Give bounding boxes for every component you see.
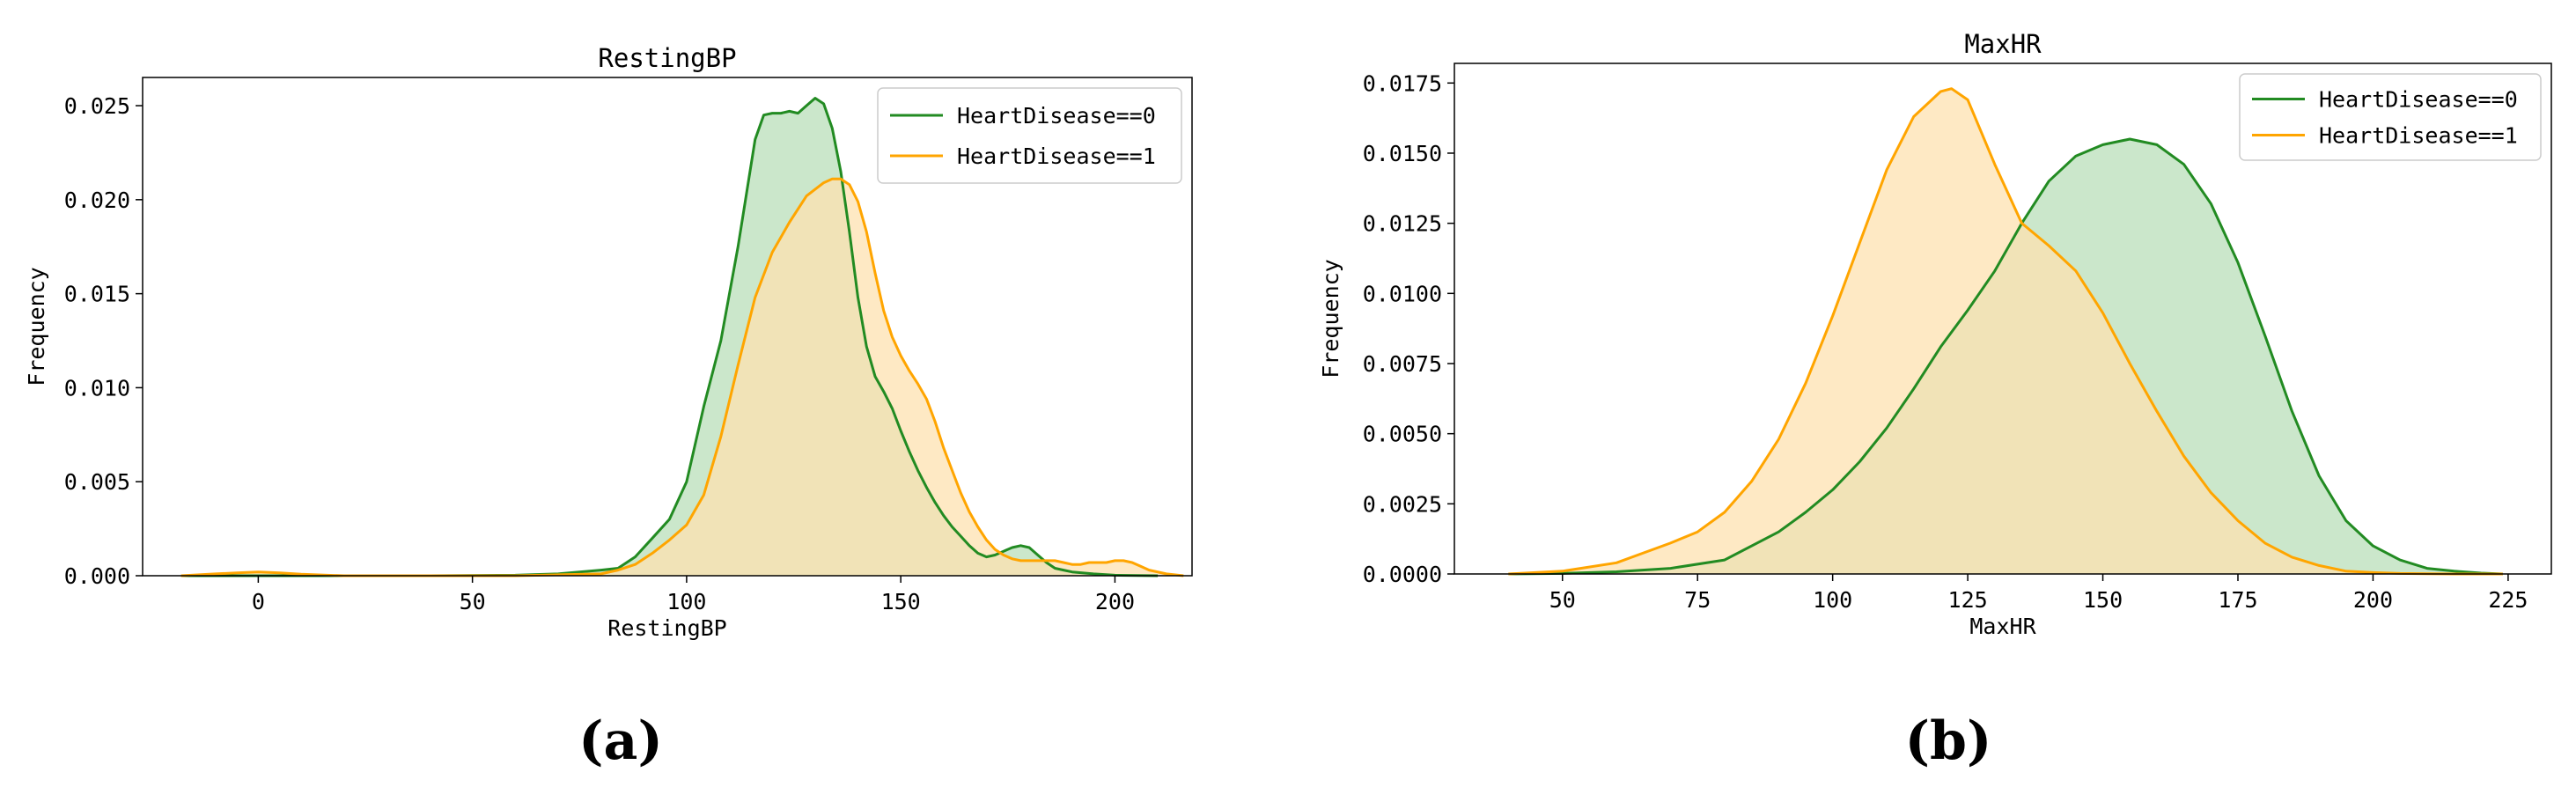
chart-1-y-tick-label: 0.0075: [1363, 351, 1442, 377]
chart-1-x-axis-label: MaxHR: [1969, 614, 2036, 639]
chart-0-x-tick-label: 50: [460, 589, 486, 614]
chart-1-x-tick-label: 200: [2353, 587, 2393, 613]
chart-1-x-tick-label: 50: [1549, 587, 1576, 613]
chart-0-panel-label: (a): [578, 710, 663, 772]
chart-1-y-tick-label: 0.0025: [1363, 491, 1442, 517]
chart-1-legend-label-1: HeartDisease==1: [2319, 123, 2518, 149]
chart-0-x-tick-label: 0: [252, 589, 265, 614]
chart-0-y-tick-label: 0.010: [64, 375, 130, 401]
chart-0-y-axis-label: Frequency: [24, 267, 49, 386]
chart-restingbp: 0 50 100 150 200 0.000 0.005 0.010 0.015 0.020 0.0…: [24, 43, 1193, 772]
chart-1-series-1-line: [1508, 87, 2503, 576]
chart-1-series-0-line: [1508, 137, 2503, 576]
chart-1-x-tick-label: 75: [1684, 587, 1711, 613]
chart-0-axes-frame: [142, 77, 1193, 577]
chart-1-legend-label-0: HeartDisease==0: [2319, 87, 2518, 113]
chart-0-legend-box: [877, 87, 1182, 184]
chart-0-series-1-line: [180, 177, 1184, 577]
chart-1-x-tick-label: 150: [2083, 587, 2123, 613]
chart-0-y-tick-label: 0.000: [64, 563, 130, 589]
chart-1-y-tick-label: 0.0175: [1363, 70, 1442, 96]
chart-1-axes-frame: [1454, 63, 2552, 575]
chart-1-y-tick-label: 0.0050: [1363, 422, 1442, 447]
chart-1-x-tick-label: 125: [1948, 587, 1988, 613]
chart-1-y-tick-label: 0.0125: [1363, 211, 1442, 237]
chart-0-x-tick-label: 100: [666, 589, 706, 614]
chart-1-x-tick-label: 225: [2488, 587, 2528, 613]
chart-1-y-tick-label: 0.0150: [1363, 141, 1442, 166]
chart-0-title: RestingBP: [598, 43, 736, 73]
chart-0-series-0-line: [180, 97, 1159, 577]
chart-1-y-axis-label: Frequency: [1318, 259, 1343, 378]
chart-0-x-axis-label: RestingBP: [607, 615, 726, 641]
chart-0-legend-label-0: HeartDisease==0: [957, 103, 1156, 129]
chart-0-x-tick-label: 150: [881, 589, 921, 614]
chart-maxhr: 50 75 100 125 150 175 200 225 0.0000 0.0025 0.0050…: [1318, 29, 2552, 772]
chart-1-series-1-area: [1508, 88, 2503, 574]
chart-1-y-tick-label: 0.0100: [1363, 281, 1442, 306]
chart-0-y-tick-label: 0.025: [64, 93, 130, 119]
chart-0-legend-label-1: HeartDisease==1: [957, 143, 1156, 169]
chart-1-y-tick-label: 0.0000: [1363, 562, 1442, 587]
chart-0-x-tick-label: 200: [1095, 589, 1135, 614]
chart-1-x-tick-label: 175: [2218, 587, 2257, 613]
chart-1-title: MaxHR: [1964, 29, 2042, 59]
chart-0-y-tick-label: 0.015: [64, 282, 130, 307]
chart-1-legend: HeartDisease==0 HeartDisease==1: [2239, 73, 2542, 161]
chart-0-legend: HeartDisease==0 HeartDisease==1: [877, 87, 1182, 184]
chart-1-x-tick-label: 100: [1813, 587, 1852, 613]
chart-1-legend-box: [2239, 73, 2542, 161]
chart-0-series-1-area: [180, 179, 1184, 577]
chart-0-y-tick-label: 0.020: [64, 188, 130, 213]
chart-1-panel-label: (b): [1905, 710, 1992, 772]
chart-0-y-tick-label: 0.005: [64, 469, 130, 495]
